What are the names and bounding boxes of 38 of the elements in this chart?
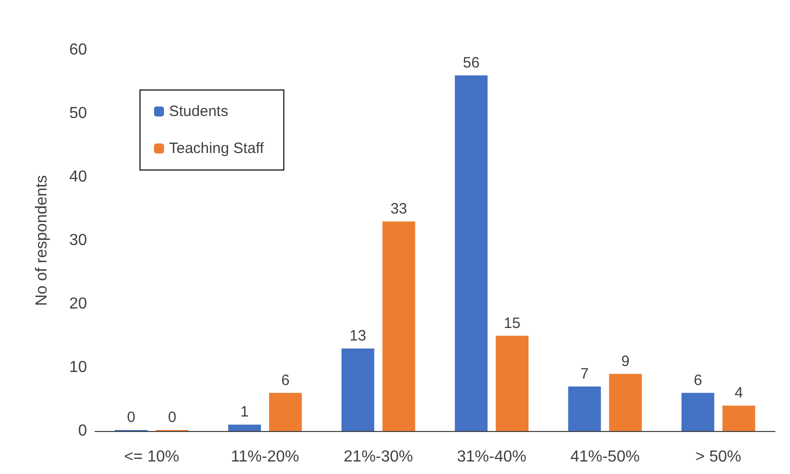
data-label: 0 [127, 409, 136, 426]
bar [722, 406, 756, 431]
data-label: 13 [350, 327, 366, 344]
y-tick-label: 20 [69, 296, 88, 312]
bar [568, 386, 601, 431]
bar [682, 392, 714, 431]
legend-label: Teaching Staff [169, 140, 265, 157]
data-label: 0 [168, 409, 176, 426]
bar [609, 374, 642, 431]
data-label: 6 [694, 372, 702, 389]
x-tick-label: 41%-50% [570, 448, 640, 466]
y-tick-label: 0 [78, 422, 88, 440]
bar [269, 392, 302, 431]
x-tick-label: 21%-30% [344, 448, 414, 466]
x-tick-label: <= 10% [124, 448, 180, 466]
data-label: 4 [734, 384, 743, 402]
y-tick-label: 60 [69, 42, 88, 58]
bar [382, 221, 416, 431]
bar [342, 348, 374, 431]
x-tick-label: 31%-40% [456, 448, 526, 466]
y-tick-label: 40 [69, 168, 88, 186]
x-tick-label: 11%-20% [230, 448, 300, 466]
y-axis-title: No of respondents [34, 175, 50, 306]
data-label: 33 [390, 200, 408, 218]
data-label: 15 [504, 314, 520, 332]
data-label: 6 [281, 372, 290, 389]
bar [228, 424, 261, 431]
y-tick-label: 30 [69, 232, 88, 249]
data-label: 9 [621, 352, 630, 370]
data-label: 7 [580, 366, 589, 383]
data-label: 1 [240, 404, 249, 421]
y-tick-label: 50 [69, 105, 88, 122]
bar [454, 75, 488, 431]
data-label: 56 [462, 54, 480, 72]
legend-label: Students [169, 103, 228, 120]
y-tick-label: 10 [69, 359, 88, 376]
bar [496, 336, 528, 431]
x-tick-label: > 50% [695, 448, 742, 466]
